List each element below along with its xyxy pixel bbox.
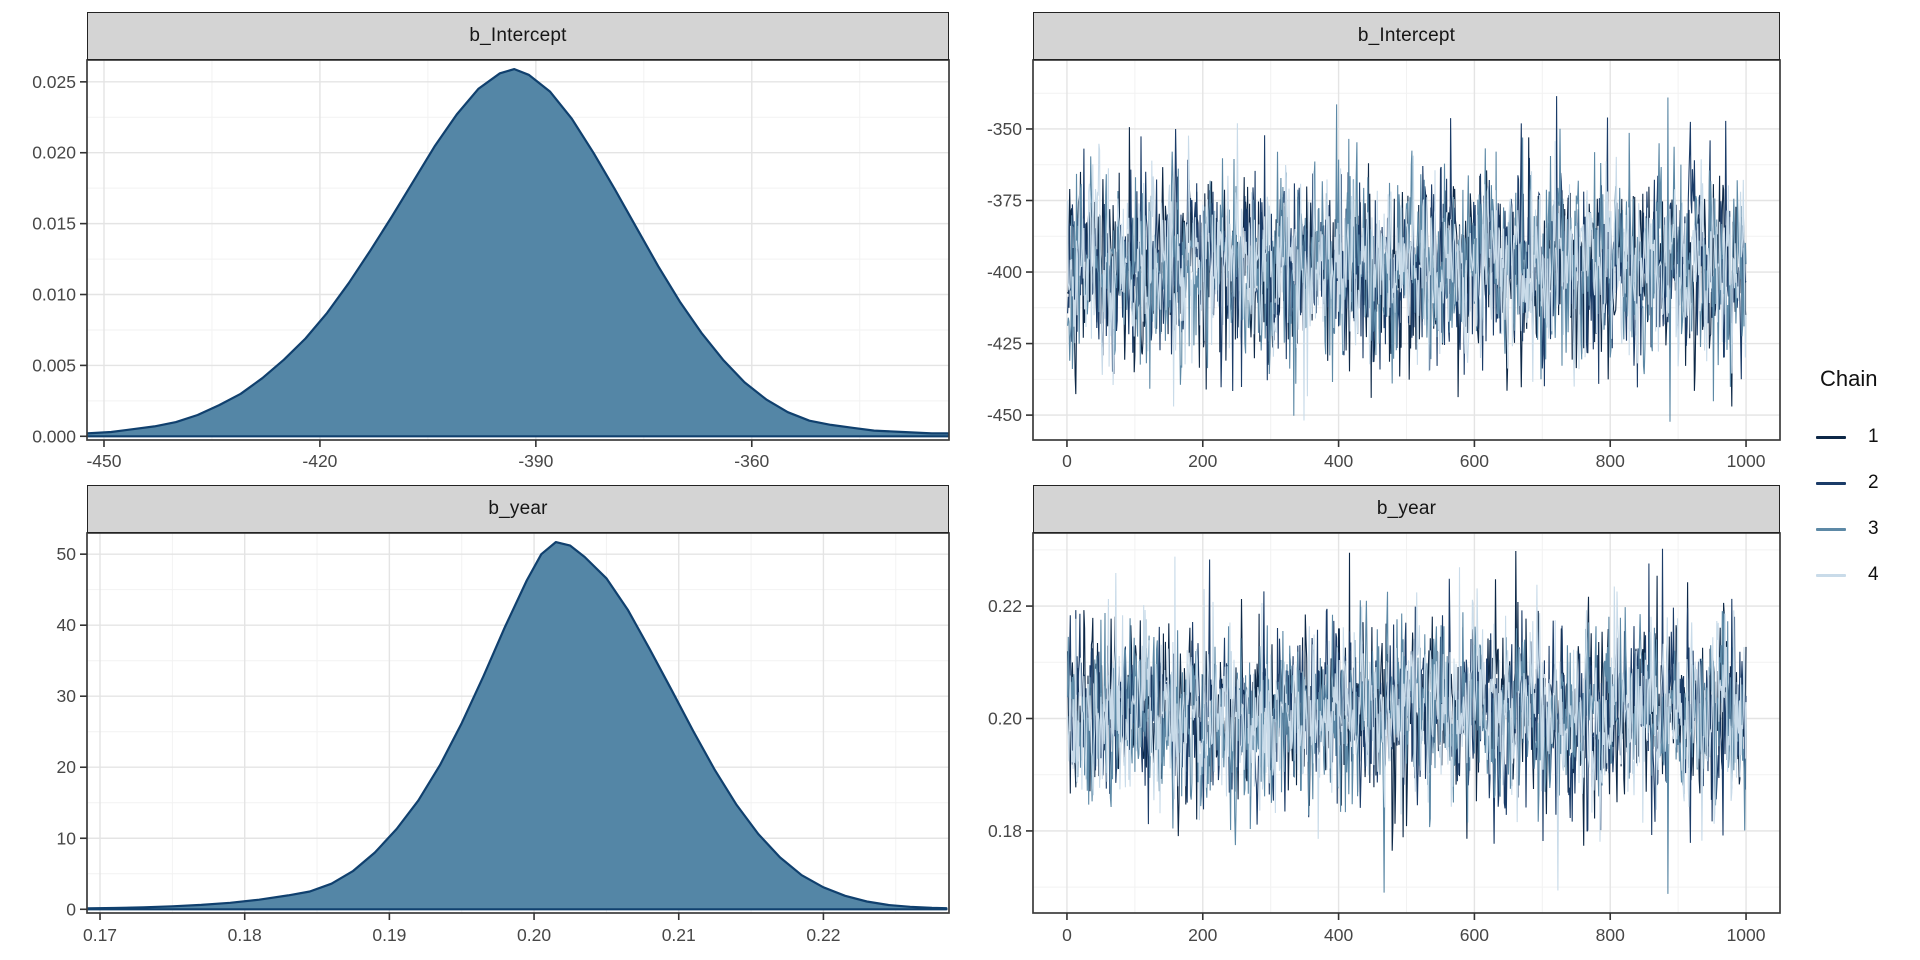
svg-text:200: 200	[1188, 451, 1217, 471]
svg-text:0.020: 0.020	[32, 143, 76, 163]
legend-label-chain-1: 1	[1868, 426, 1879, 447]
legend-item-chain-4: 4	[1816, 552, 1920, 598]
legend-item-chain-3: 3	[1816, 506, 1920, 552]
legend-swatch-chain-2	[1816, 481, 1846, 485]
legend-item-chain-2: 2	[1816, 460, 1920, 506]
legend-label-chain-4: 4	[1868, 564, 1879, 585]
chain-legend-title: Chain	[1820, 366, 1878, 391]
svg-text:600: 600	[1460, 451, 1489, 471]
svg-text:400: 400	[1324, 451, 1353, 471]
svg-text:0.005: 0.005	[32, 355, 76, 375]
density-b_year-plot: 0.17 0.18 0.19 0.20 0.21 0.22 0 10 20 30 40 50	[57, 532, 950, 945]
svg-text:-360: -360	[734, 451, 769, 471]
svg-text:-350: -350	[987, 119, 1022, 139]
svg-text:0.015: 0.015	[32, 214, 76, 234]
legend-swatch-chain-4	[1816, 573, 1846, 577]
chain-legend-items: 1 2 3 4	[1816, 414, 1920, 598]
svg-text:-425: -425	[987, 334, 1022, 354]
svg-text:0.20: 0.20	[988, 709, 1022, 729]
svg-text:-450: -450	[987, 405, 1022, 425]
legend-item-chain-1: 1	[1816, 414, 1920, 460]
svg-text:50: 50	[57, 544, 77, 564]
svg-text:-400: -400	[987, 262, 1022, 282]
svg-text:0.22: 0.22	[988, 596, 1022, 616]
svg-text:-450: -450	[86, 451, 121, 471]
panel-density-b_Intercept: -450 -420 -390 -360 0.000 0.005 0.010 0.015 0.02…	[0, 0, 960, 480]
panel-trace-b_Intercept: 0 200 400 600 800 1000 -350 -375 -400 -425 -450 b_…	[960, 0, 1920, 480]
svg-text:200: 200	[1188, 925, 1217, 945]
svg-text:30: 30	[57, 686, 77, 706]
svg-text:0.21: 0.21	[662, 925, 696, 945]
panel-trace-b_year: 0 200 400 600 800 1000 0.22 0.20 0.18 b_year	[960, 480, 1920, 960]
legend-label-chain-2: 2	[1868, 472, 1879, 493]
svg-text:20: 20	[57, 757, 77, 777]
svg-text:0.010: 0.010	[32, 285, 76, 305]
trace-b_Intercept-plot: 0 200 400 600 800 1000 -350 -375 -400 -425 -450	[987, 59, 1781, 471]
svg-text:1000: 1000	[1727, 451, 1766, 471]
svg-text:0: 0	[1062, 451, 1072, 471]
svg-text:800: 800	[1596, 451, 1625, 471]
facet-strip: b_Intercept	[1033, 12, 1780, 60]
svg-text:0: 0	[1062, 925, 1072, 945]
density-b_Intercept-plot: -450 -420 -390 -360 0.000 0.005 0.010 0.015 0.02…	[32, 59, 950, 471]
svg-text:400: 400	[1324, 925, 1353, 945]
facet-strip: b_year	[87, 485, 949, 533]
svg-text:-375: -375	[987, 190, 1022, 210]
legend-swatch-chain-1	[1816, 435, 1846, 439]
trace-b_year-plot: 0 200 400 600 800 1000 0.22 0.20 0.18	[988, 532, 1781, 945]
svg-text:0.18: 0.18	[228, 925, 262, 945]
svg-text:0.19: 0.19	[372, 925, 406, 945]
svg-text:0.22: 0.22	[806, 925, 840, 945]
svg-text:0.18: 0.18	[988, 821, 1022, 841]
svg-text:0.025: 0.025	[32, 72, 76, 92]
svg-text:0.000: 0.000	[32, 426, 76, 446]
svg-text:0.20: 0.20	[517, 925, 551, 945]
panel-density-b_year: 0.17 0.18 0.19 0.20 0.21 0.22 0 10 20 30 40 50 b_ye…	[0, 480, 960, 960]
facet-strip: b_year	[1033, 485, 1780, 533]
svg-text:40: 40	[57, 615, 77, 635]
facet-strip-label: b_year	[488, 498, 548, 519]
svg-text:10: 10	[57, 828, 77, 848]
facet-strip: b_Intercept	[87, 12, 949, 60]
svg-text:0: 0	[66, 899, 76, 919]
legend-swatch-chain-3	[1816, 527, 1846, 531]
facet-strip-label: b_year	[1376, 498, 1437, 519]
facet-strip-label: b_Intercept	[469, 25, 567, 46]
svg-text:-390: -390	[518, 451, 553, 471]
facet-strip-label: b_Intercept	[1357, 25, 1456, 46]
svg-text:800: 800	[1596, 925, 1625, 945]
svg-text:-420: -420	[302, 451, 337, 471]
svg-text:1000: 1000	[1727, 925, 1766, 945]
svg-text:0.17: 0.17	[83, 925, 117, 945]
svg-text:600: 600	[1460, 925, 1489, 945]
chain-legend: Chain 1 2 3 4	[1816, 366, 1920, 598]
legend-label-chain-3: 3	[1868, 518, 1879, 539]
